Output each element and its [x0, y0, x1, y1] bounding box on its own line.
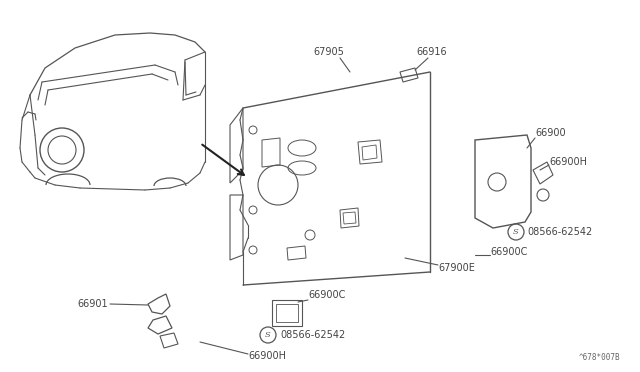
Text: 08566-62542: 08566-62542 [527, 227, 592, 237]
Text: ^678*007B: ^678*007B [579, 353, 620, 362]
Text: 08566-62542: 08566-62542 [280, 330, 345, 340]
Text: 66900C: 66900C [308, 290, 346, 300]
Text: 66900: 66900 [535, 128, 566, 138]
Text: 67900E: 67900E [438, 263, 475, 273]
Text: 66916: 66916 [416, 47, 447, 57]
Text: 66900C: 66900C [490, 247, 527, 257]
Text: 66900H: 66900H [549, 157, 587, 167]
Text: S: S [513, 228, 519, 236]
Text: 66900H: 66900H [248, 351, 286, 361]
Text: 67905: 67905 [313, 47, 344, 57]
Text: 66901: 66901 [77, 299, 108, 309]
Text: S: S [265, 331, 271, 339]
